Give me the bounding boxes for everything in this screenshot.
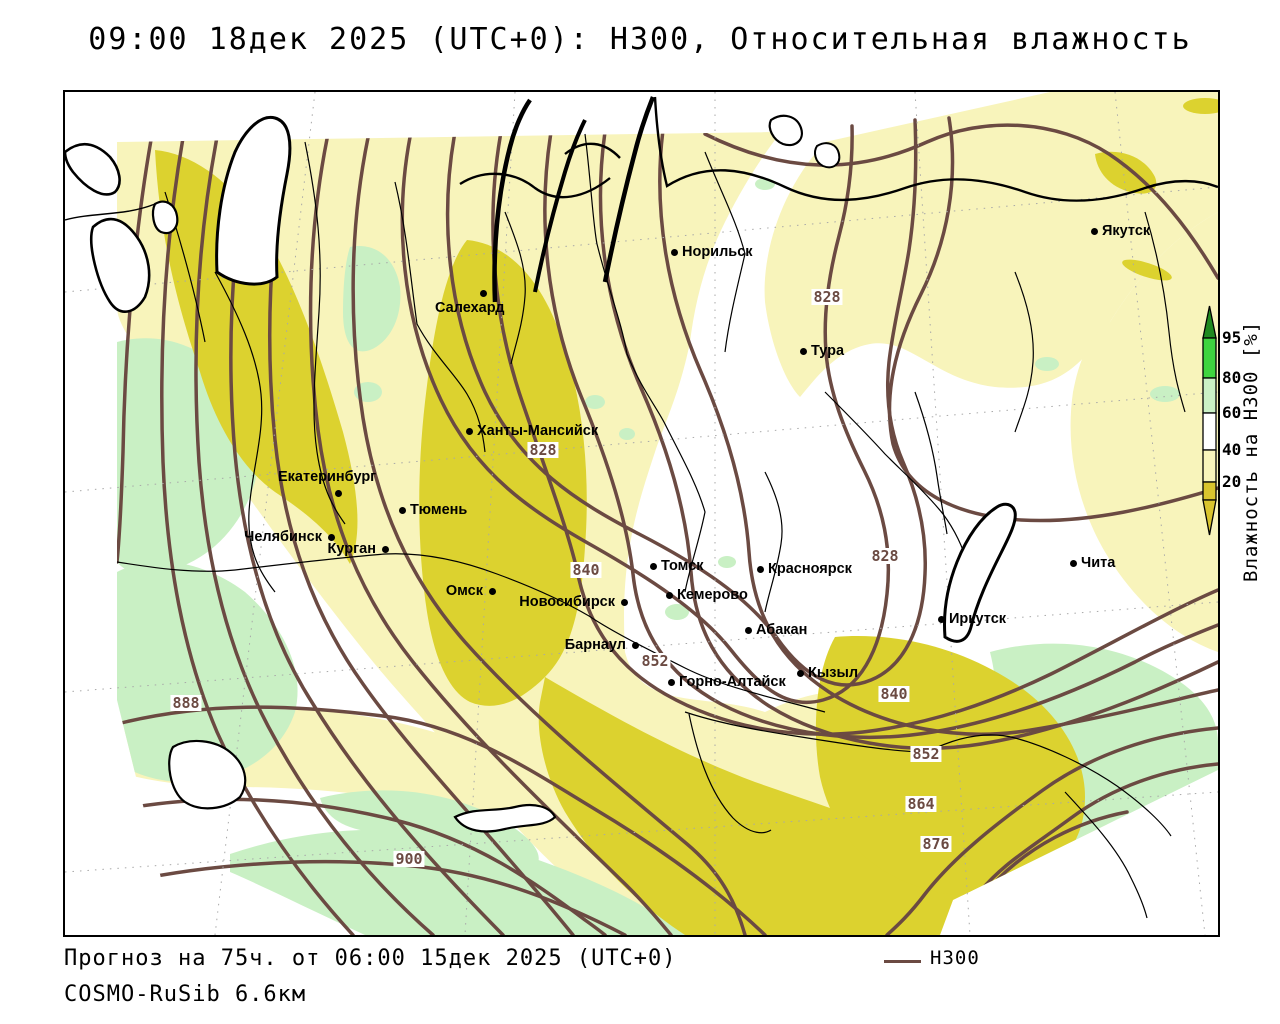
isoline-value-label: 840 [570,561,602,579]
isoline-value-label: 852 [639,652,671,670]
city-dot [800,348,807,355]
city-label: Тура [811,343,845,359]
graticule [65,92,1218,935]
model-info-line: COSMO-RuSib 6.6км [64,982,307,1007]
city-label: Салехард [435,300,505,316]
city-label: Кемерово [677,587,748,603]
city-dot [797,670,804,677]
isoline-value-label: 900 [393,850,425,868]
city-dot [382,546,389,553]
city-label: Норильск [682,244,753,260]
isoline-value-label: 888 [170,694,202,712]
humidity-fill-field [117,92,1218,935]
city-label: Иркутск [949,611,1007,627]
city-label: Якутск [1102,223,1151,239]
city-label: Екатеринбург [278,469,377,485]
city-label: Горно-Алтайск [679,674,786,690]
city-label: Томск [661,558,704,574]
city-dot [328,534,335,541]
city-dot [480,290,487,297]
city-dot [489,588,496,595]
city-label: Барнаул [564,637,626,653]
h300-line-sample [884,960,921,963]
city-dot [621,599,628,606]
city-dot [745,627,752,634]
city-label: Кызыл [808,665,859,681]
city-dot [1070,560,1077,567]
city-label: Челябинск [244,529,322,545]
city-dot [335,490,342,497]
city-label: Курган [327,541,376,557]
city-dot [466,428,473,435]
city-dot [938,616,945,623]
city-label: Чита [1081,555,1116,571]
city-label: Ханты-Мансийск [477,423,599,439]
city-label: Омск [445,583,483,599]
isoline-value-label: 840 [878,685,910,703]
isoline-value-label: 876 [920,835,952,853]
city-label: Абакан [756,622,808,638]
humidity-colorbar [1202,305,1217,536]
colorbar-tick-label: 95 [1222,328,1242,347]
isoline-value-label: 828 [527,441,559,459]
h300-legend-label: H300 [930,947,980,969]
city-dot [668,679,675,686]
city-dot [399,507,406,514]
city-dot [650,563,657,570]
isoline-value-label: 852 [910,745,942,763]
city-label: Красноярск [768,561,852,577]
colorbar-tick-label: 40 [1222,440,1242,459]
city-dot [1091,228,1098,235]
colorbar-tick-label: 20 [1222,472,1242,491]
city-dot [757,566,764,573]
isoline-value-label: 864 [905,795,937,813]
weather-map: Норильск Якутск Салехард Тура Ханты-Мансийск… [63,90,1220,937]
city-label: Новосибирск [519,594,615,610]
forecast-info-line: Прогноз на 75ч. от 06:00 15дек 2025 (UTC… [64,946,677,971]
region-borders [116,133,1186,919]
city-dot [671,249,678,256]
city-dot [666,592,673,599]
colorbar-tick-label: 80 [1222,368,1242,387]
city-dot [632,642,639,649]
coastline [65,96,1218,833]
city-label: Тюмень [410,502,468,518]
weather-map-canvas [65,92,1218,935]
colorbar-axis-label: Влажность на H300 [%] [1240,320,1262,582]
isoline-value-label: 828 [811,288,843,306]
isoline-value-label: 828 [869,547,901,565]
colorbar-tick-label: 60 [1222,403,1242,422]
page-title: 09:00 18дек 2025 (UTC+0): H300, Относите… [88,22,1192,57]
